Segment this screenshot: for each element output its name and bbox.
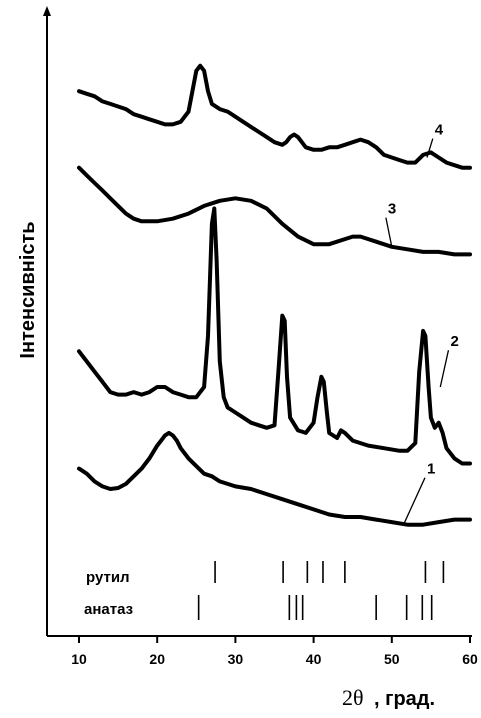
series-4-leader	[426, 138, 434, 158]
series-1-leader	[402, 477, 426, 525]
series-3-line	[77, 165, 472, 257]
series-2-label: 2	[450, 333, 458, 350]
x-tick-label: 60	[462, 651, 478, 667]
anatase-label: анатаз	[84, 601, 133, 618]
x-tick-label: 40	[306, 651, 322, 667]
x-axis-label-symbol: 2θ	[342, 685, 364, 710]
rutile-label: рутил	[86, 569, 130, 586]
series-3-label: 3	[388, 201, 396, 218]
x-tick-label: 50	[384, 651, 400, 667]
series-1-line	[77, 430, 472, 527]
series-4-label: 4	[435, 122, 444, 139]
y-axis-arrow-icon	[43, 6, 51, 16]
y-axis	[43, 6, 51, 636]
x-tick-label: 30	[228, 651, 244, 667]
series-4-line	[77, 63, 472, 170]
y-axis-label: Інтенсивність	[17, 221, 39, 358]
x-tick-label: 10	[71, 651, 87, 667]
series-2-leader	[439, 350, 450, 388]
series-2-line	[77, 206, 472, 466]
x-tick-label: 20	[149, 651, 165, 667]
series-3-leader	[385, 217, 393, 247]
series-1-label: 1	[427, 461, 435, 478]
x-axis-label-unit: , град.	[374, 688, 435, 710]
